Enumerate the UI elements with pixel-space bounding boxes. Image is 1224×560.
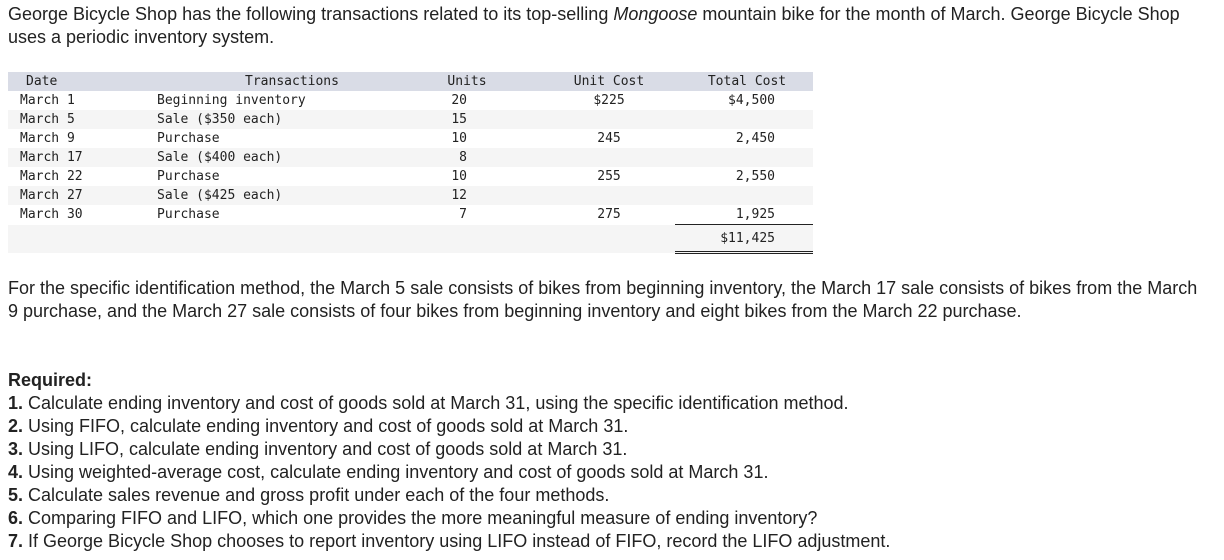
row-units: 7 bbox=[427, 205, 543, 225]
required-title: Required: bbox=[8, 370, 93, 390]
row-units: 8 bbox=[427, 148, 543, 167]
row-transaction: Sale ($400 each) bbox=[157, 148, 427, 167]
row-date: March 22 bbox=[8, 167, 157, 186]
grand-total: $11,425 bbox=[675, 224, 813, 254]
required-section: Required: 1. Calculate ending inventory … bbox=[8, 369, 1208, 553]
product-name: Mongoose bbox=[613, 4, 698, 24]
row-total-cost bbox=[675, 148, 813, 167]
table-row: March 5 Sale ($350 each) 15 bbox=[8, 110, 813, 129]
intro-paragraph: George Bicycle Shop has the following tr… bbox=[8, 3, 1208, 49]
row-total-cost bbox=[675, 186, 813, 205]
table-row: March 9 Purchase 10 245 2,450 bbox=[8, 129, 813, 148]
row-unit-cost bbox=[543, 110, 675, 129]
table-row: March 17 Sale ($400 each) 8 bbox=[8, 148, 813, 167]
row-unit-cost: 275 bbox=[543, 205, 675, 225]
row-units: 15 bbox=[427, 110, 543, 129]
row-transaction: Beginning inventory bbox=[157, 91, 427, 110]
row-date: March 5 bbox=[8, 110, 157, 129]
row-date: March 9 bbox=[8, 129, 157, 148]
required-item: 4. Using weighted-average cost, calculat… bbox=[8, 462, 769, 482]
required-item: 7. If George Bicycle Shop chooses to rep… bbox=[8, 531, 891, 551]
required-item: 6. Comparing FIFO and LIFO, which one pr… bbox=[8, 508, 818, 528]
row-date: March 30 bbox=[8, 205, 157, 225]
row-unit-cost bbox=[543, 186, 675, 205]
header-date: Date bbox=[8, 72, 157, 91]
row-date: March 1 bbox=[8, 91, 157, 110]
row-total-cost: 1,925 bbox=[675, 205, 813, 225]
row-date: March 17 bbox=[8, 148, 157, 167]
row-transaction: Purchase bbox=[157, 129, 427, 148]
row-total-cost: 2,450 bbox=[675, 129, 813, 148]
row-total-cost: $4,500 bbox=[675, 91, 813, 110]
intro-text: George Bicycle Shop has the following tr… bbox=[8, 4, 614, 24]
required-item: 5. Calculate sales revenue and gross pro… bbox=[8, 485, 610, 505]
table-row: March 27 Sale ($425 each) 12 bbox=[8, 186, 813, 205]
row-units: 12 bbox=[427, 186, 543, 205]
table-row: March 22 Purchase 10 255 2,550 bbox=[8, 167, 813, 186]
required-item: 1. Calculate ending inventory and cost o… bbox=[8, 393, 849, 413]
row-total-cost bbox=[675, 110, 813, 129]
row-total-cost: 2,550 bbox=[675, 167, 813, 186]
row-date: March 27 bbox=[8, 186, 157, 205]
row-unit-cost: 245 bbox=[543, 129, 675, 148]
table-total-row: $11,425 bbox=[8, 224, 813, 254]
required-item: 3. Using LIFO, calculate ending inventor… bbox=[8, 439, 628, 459]
row-transaction: Purchase bbox=[157, 167, 427, 186]
table-row: March 30 Purchase 7 275 1,925 bbox=[8, 205, 813, 225]
row-unit-cost: $225 bbox=[543, 91, 675, 110]
row-units: 10 bbox=[427, 129, 543, 148]
header-units: Units bbox=[427, 72, 543, 91]
table-header-row: Date Transactions Units Unit Cost Total … bbox=[8, 72, 813, 91]
header-transactions: Transactions bbox=[157, 72, 427, 91]
row-unit-cost: 255 bbox=[543, 167, 675, 186]
row-transaction: Sale ($425 each) bbox=[157, 186, 427, 205]
row-units: 10 bbox=[427, 167, 543, 186]
row-transaction: Purchase bbox=[157, 205, 427, 225]
table-row: March 1 Beginning inventory 20 $225 $4,5… bbox=[8, 91, 813, 110]
header-unit-cost: Unit Cost bbox=[543, 72, 675, 91]
row-transaction: Sale ($350 each) bbox=[157, 110, 427, 129]
header-total-cost: Total Cost bbox=[675, 72, 813, 91]
transactions-table: Date Transactions Units Unit Cost Total … bbox=[8, 72, 813, 254]
row-unit-cost bbox=[543, 148, 675, 167]
intro-text-end: mountain bike for the month of March. Ge… bbox=[8, 4, 1180, 47]
required-item: 2. Using FIFO, calculate ending inventor… bbox=[8, 416, 629, 436]
row-units: 20 bbox=[427, 91, 543, 110]
specific-identification-note: For the specific identification method, … bbox=[8, 278, 1198, 321]
